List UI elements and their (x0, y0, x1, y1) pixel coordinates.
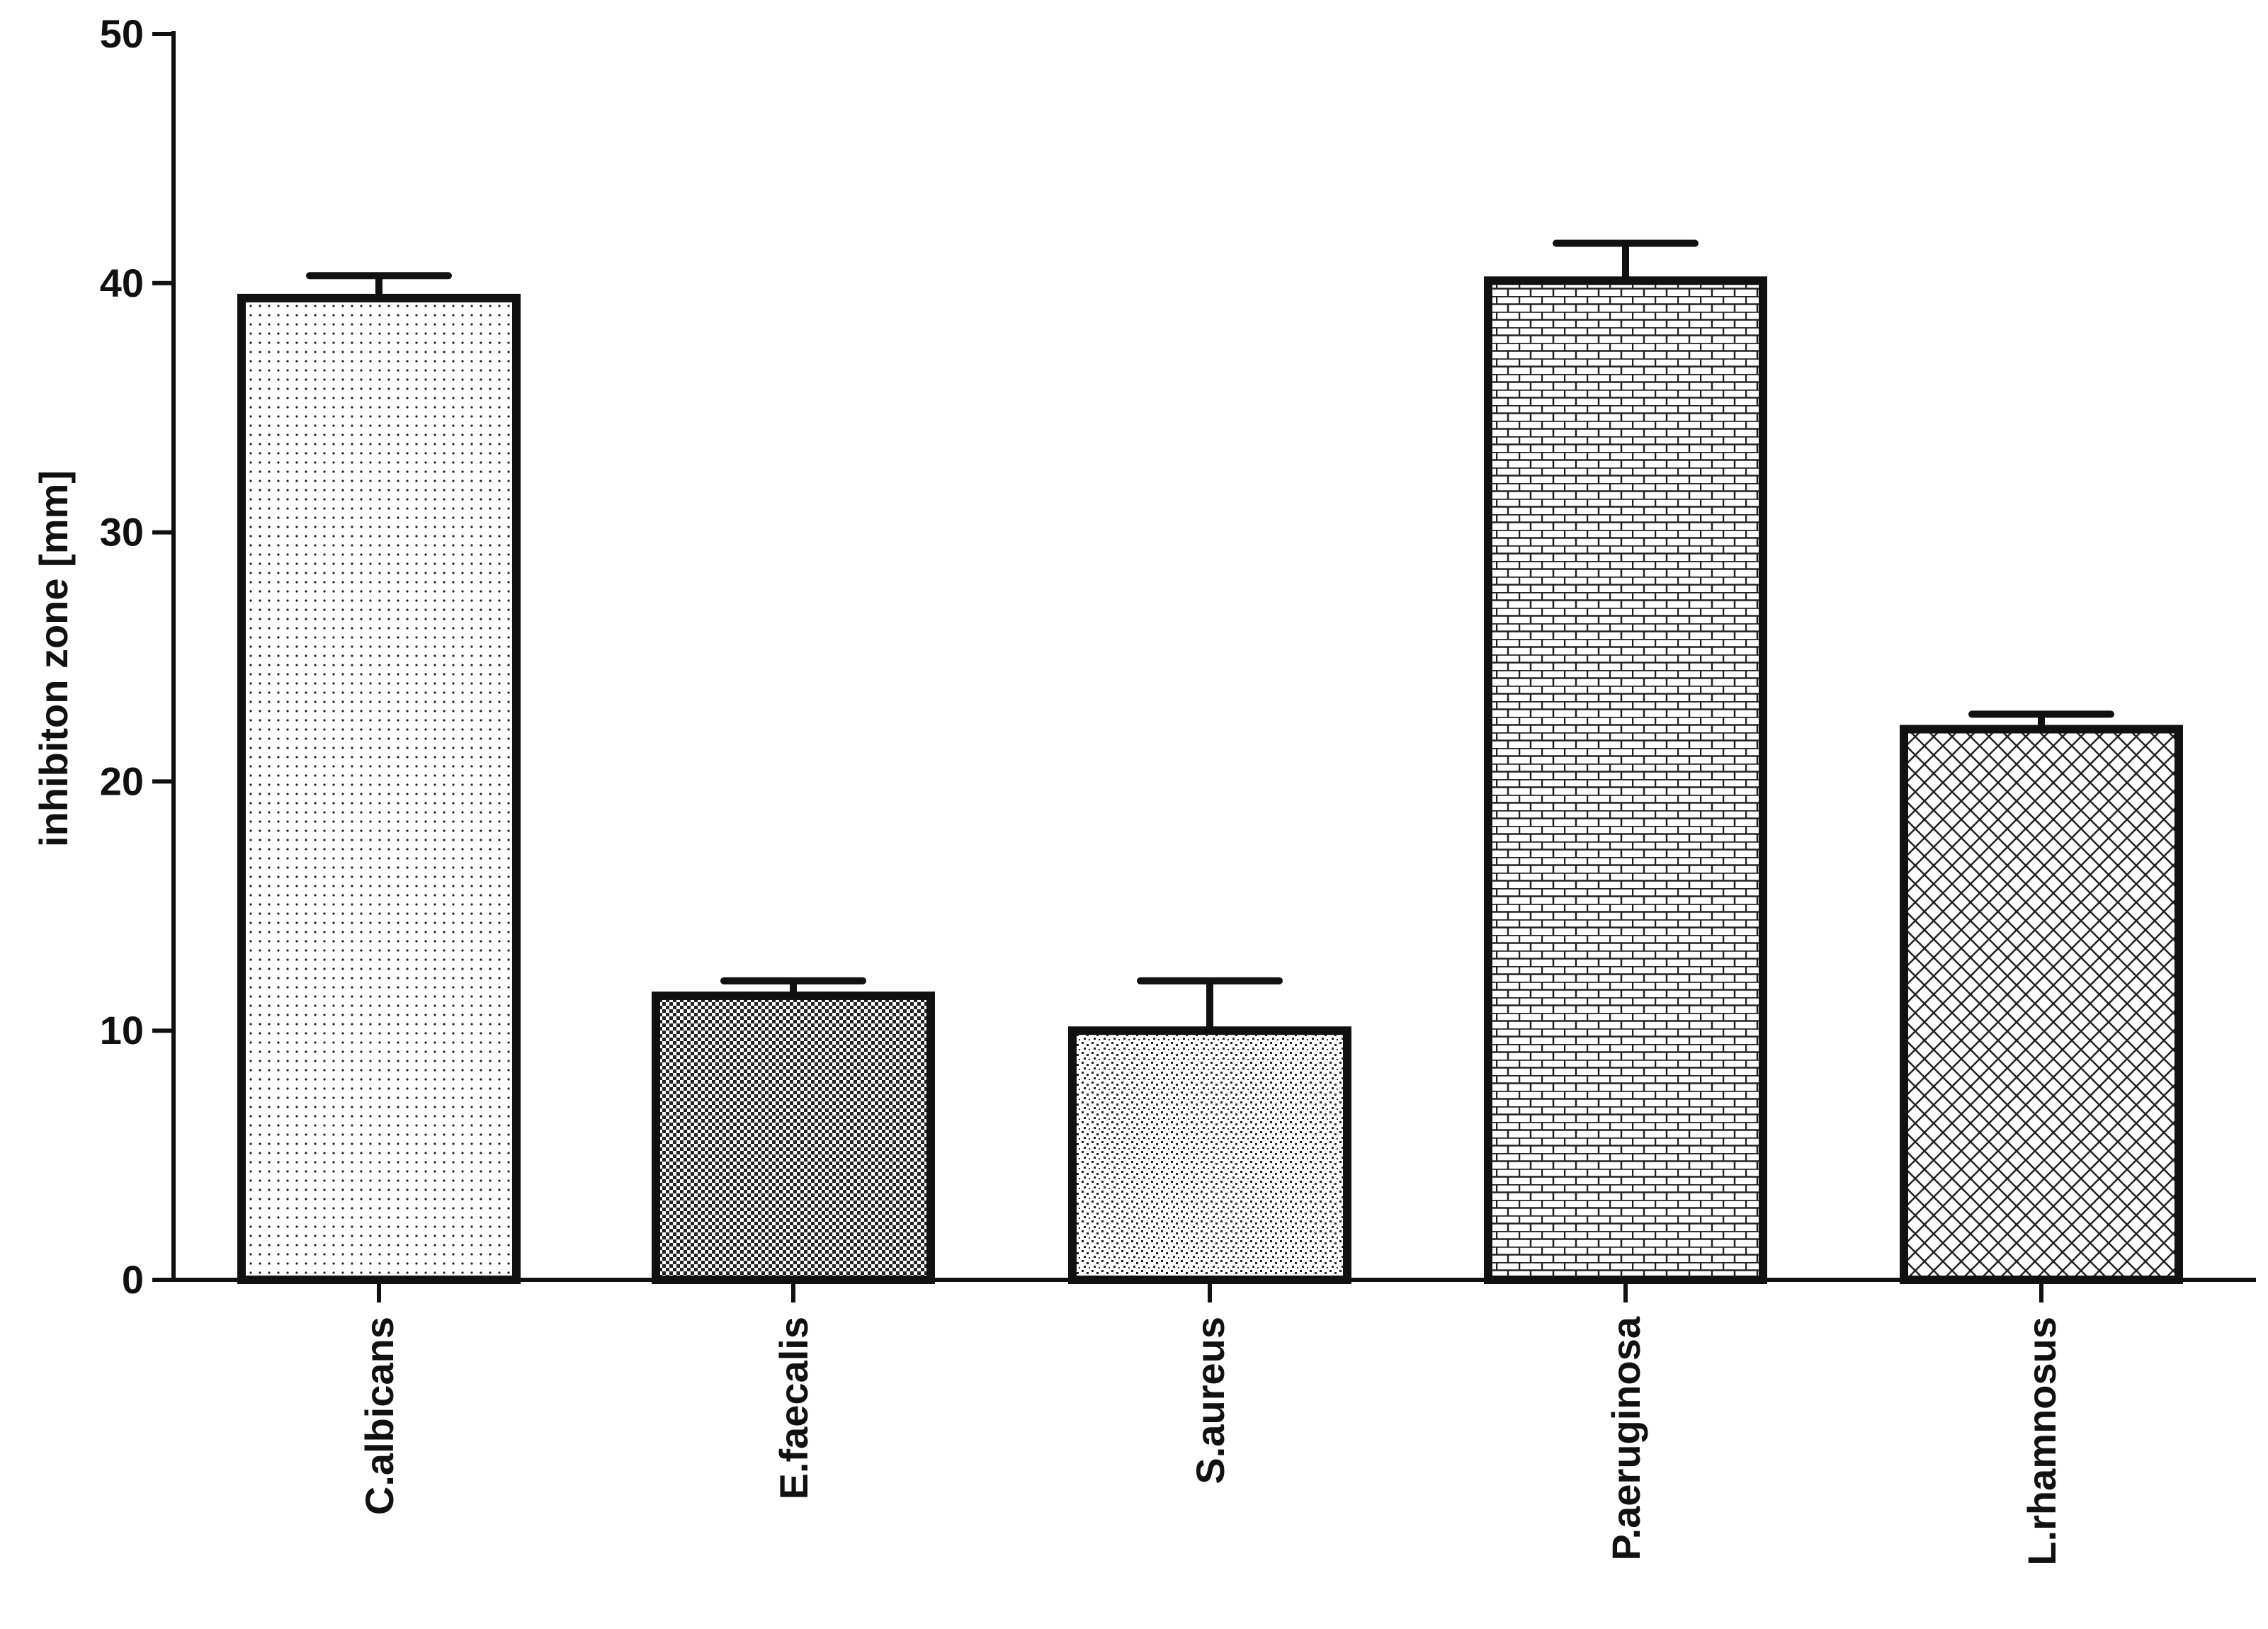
error-bar (1137, 977, 1283, 1031)
y-tick-label: 0 (122, 1257, 144, 1302)
bar-e-faecalis (652, 991, 935, 1284)
bar-s-aureus (1068, 1026, 1351, 1284)
error-bars-layer (306, 239, 2114, 1031)
y-tick-label: 50 (100, 11, 144, 56)
y-axis-title: inhibiton zone [mm] (31, 470, 76, 847)
x-tick-label: S.aureus (1188, 1317, 1232, 1485)
error-bar (1968, 710, 2114, 730)
x-tick-label: P.aeruginosa (1604, 1316, 1648, 1560)
bars-layer (237, 276, 2183, 1285)
bar-c-albicans (237, 293, 521, 1285)
y-tick-label: 40 (100, 261, 144, 305)
y-tick-label: 30 (100, 510, 144, 555)
error-bar (1553, 239, 1699, 281)
bar-l-rhamnosus (1900, 725, 2183, 1284)
axes-layer (152, 31, 2256, 1302)
error-bar (720, 977, 866, 996)
y-tick-label: 20 (100, 759, 144, 803)
x-tick-label: E.faecalis (771, 1317, 816, 1499)
x-tick-label: C.albicans (357, 1317, 402, 1515)
y-tick-label: 10 (100, 1008, 144, 1052)
labels-layer: 0 10 20 30 40 50 C.albicans E.faecalis S.aureus P… (100, 11, 2064, 1566)
error-bar (306, 272, 452, 298)
x-tick-label: L.rhamnosus (2019, 1317, 2064, 1566)
bar-p-aeruginosa (1484, 276, 1767, 1285)
